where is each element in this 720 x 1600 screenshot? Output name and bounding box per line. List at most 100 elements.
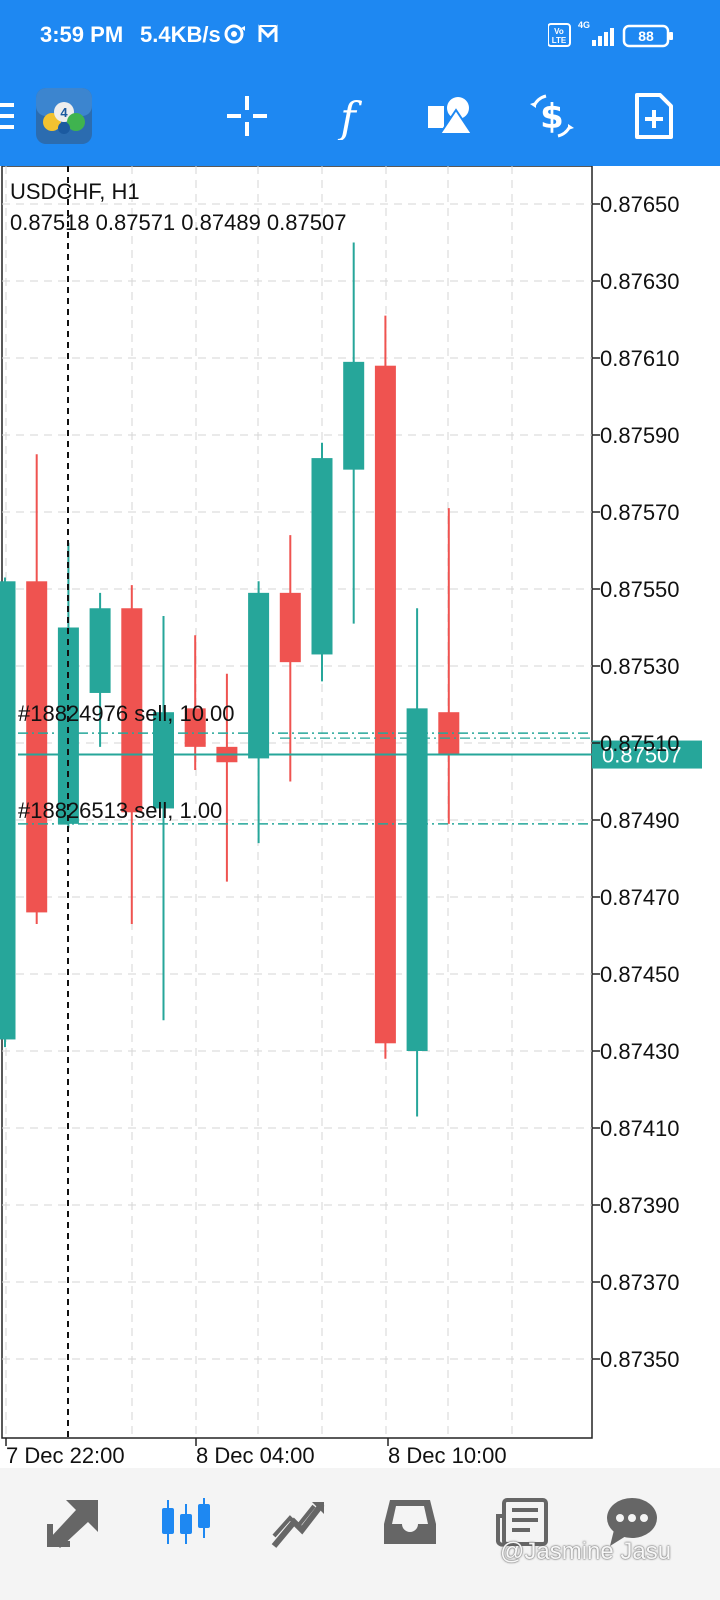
candle-body xyxy=(153,712,174,809)
candle xyxy=(26,454,48,924)
candle-body xyxy=(57,627,79,824)
time-label: 7 Dec 22:00 xyxy=(6,1443,125,1468)
chart-icon xyxy=(162,1498,210,1544)
new-document-icon xyxy=(635,93,673,139)
candle xyxy=(406,608,428,1117)
candle xyxy=(248,581,270,844)
price-label: 0.87410 xyxy=(600,1116,680,1141)
candle-body xyxy=(248,592,270,759)
candle xyxy=(89,592,111,747)
time-label: 8 Dec 04:00 xyxy=(196,1443,315,1468)
chart-toolbar: 4 f $ xyxy=(0,72,720,166)
price-label: 0.87630 xyxy=(600,269,680,294)
candle xyxy=(374,315,396,1059)
price-label: 0.87350 xyxy=(600,1347,680,1372)
price-label: 0.87550 xyxy=(600,577,680,602)
price-label: 0.87650 xyxy=(600,192,680,217)
chat-icon xyxy=(607,1498,657,1546)
candle xyxy=(153,615,174,1021)
chart-symbol: USDCHF, H1 xyxy=(10,179,140,204)
candle-body xyxy=(184,708,206,747)
nav-history[interactable] xyxy=(378,1490,442,1554)
news-icon xyxy=(496,1498,548,1547)
nav-chart[interactable] xyxy=(154,1490,218,1554)
indicators-icon: f xyxy=(337,93,362,140)
quotes-icon xyxy=(47,1500,98,1548)
new-order-button[interactable] xyxy=(622,84,686,148)
candle-body xyxy=(26,581,48,913)
network-type: 4G xyxy=(578,20,590,30)
bid-price-label: 0.87507 xyxy=(602,743,682,768)
status-time: 3:59 PM xyxy=(40,22,124,47)
candle-body xyxy=(343,361,365,470)
nav-trade[interactable] xyxy=(266,1490,330,1554)
plot-frame xyxy=(1,166,593,1439)
price-label: 0.87450 xyxy=(600,962,680,987)
sync-icon xyxy=(224,24,245,44)
battery-level: 88 xyxy=(638,28,654,44)
trade-icon xyxy=(271,1502,325,1548)
history-inbox-icon xyxy=(384,1500,436,1544)
price-label: 0.87570 xyxy=(600,500,680,525)
price-axis: 0.87650 0.87630 0.87610 0.87590 0.87570 0.875… xyxy=(592,192,680,1372)
order-line-label: #18826513 sell, 1.00 xyxy=(18,798,222,823)
signal-icon: 4G xyxy=(578,20,614,46)
price-label: 0.87590 xyxy=(600,423,680,448)
chart-canvas[interactable]: #18824976 sell, 10.00 #18826513 sell, 1.0… xyxy=(0,166,720,1468)
candles xyxy=(0,242,460,1117)
volte-icon: Vo LTE xyxy=(548,23,571,47)
indicators-button[interactable]: f xyxy=(316,84,380,148)
candle xyxy=(311,442,333,682)
hamburger-menu-icon xyxy=(0,103,14,129)
time-label: 8 Dec 10:00 xyxy=(388,1443,507,1468)
nav-quotes[interactable] xyxy=(42,1490,106,1554)
candle-body xyxy=(0,581,16,1040)
svg-text:4: 4 xyxy=(60,105,68,120)
price-label: 0.87610 xyxy=(600,346,680,371)
time-axis: 7 Dec 22:00 8 Dec 04:00 8 Dec 10:00 xyxy=(5,1438,507,1468)
objects-icon xyxy=(428,97,474,135)
gmail-icon xyxy=(258,24,278,42)
price-label: 0.87470 xyxy=(600,885,680,910)
price-label: 0.87490 xyxy=(600,808,680,833)
order-lines: #18824976 sell, 10.00 #18826513 sell, 1.0… xyxy=(18,701,702,825)
price-label: 0.87390 xyxy=(600,1193,680,1218)
candle xyxy=(343,242,365,624)
candle-body xyxy=(374,365,396,1044)
metatrader-4-logo: 4 xyxy=(36,88,92,144)
watermark: @Jasmine Jasu xyxy=(500,1538,672,1565)
app-logo-button[interactable]: 4 xyxy=(32,84,96,148)
candle-body xyxy=(121,608,143,813)
menu-button[interactable] xyxy=(0,84,26,148)
chart-ohlc: 0.87518 0.87571 0.87489 0.87507 xyxy=(10,210,346,235)
price-label: 0.87530 xyxy=(600,654,680,679)
bid-price-tag xyxy=(592,740,702,769)
trade-dollar-icon: $ xyxy=(530,94,574,138)
price-label: 0.87370 xyxy=(600,1270,680,1295)
candle xyxy=(438,508,460,824)
crosshair-button[interactable] xyxy=(215,84,279,148)
candle-body xyxy=(311,458,333,655)
nav-news[interactable] xyxy=(490,1490,554,1554)
svg-text:f: f xyxy=(337,93,362,140)
price-chart[interactable]: #18824976 sell, 10.00 #18826513 sell, 1.0… xyxy=(0,166,720,1468)
battery-icon: 88 xyxy=(622,24,673,48)
status-bar: 3:59 PM 5.4KB/s Vo LTE 4G xyxy=(0,0,720,72)
svg-text:LTE: LTE xyxy=(552,36,567,45)
objects-button[interactable] xyxy=(418,84,482,148)
candle-body xyxy=(406,708,428,1051)
network-speed: 5.4KB/s xyxy=(140,22,221,47)
candle xyxy=(0,577,16,1048)
system-status-icons: Vo LTE 4G 88 xyxy=(548,20,673,48)
crosshair-icon xyxy=(227,96,267,136)
bottom-navigation xyxy=(0,1468,720,1600)
order-line-label: #18824976 sell, 10.00 xyxy=(18,701,235,726)
price-label: 0.87430 xyxy=(600,1039,680,1064)
svg-text:Vo: Vo xyxy=(554,27,564,36)
notification-icons xyxy=(224,24,278,44)
price-label: 0.87510 xyxy=(600,731,680,756)
candle xyxy=(184,635,206,770)
nav-chat[interactable] xyxy=(600,1490,664,1554)
trade-button[interactable]: $ xyxy=(520,84,584,148)
